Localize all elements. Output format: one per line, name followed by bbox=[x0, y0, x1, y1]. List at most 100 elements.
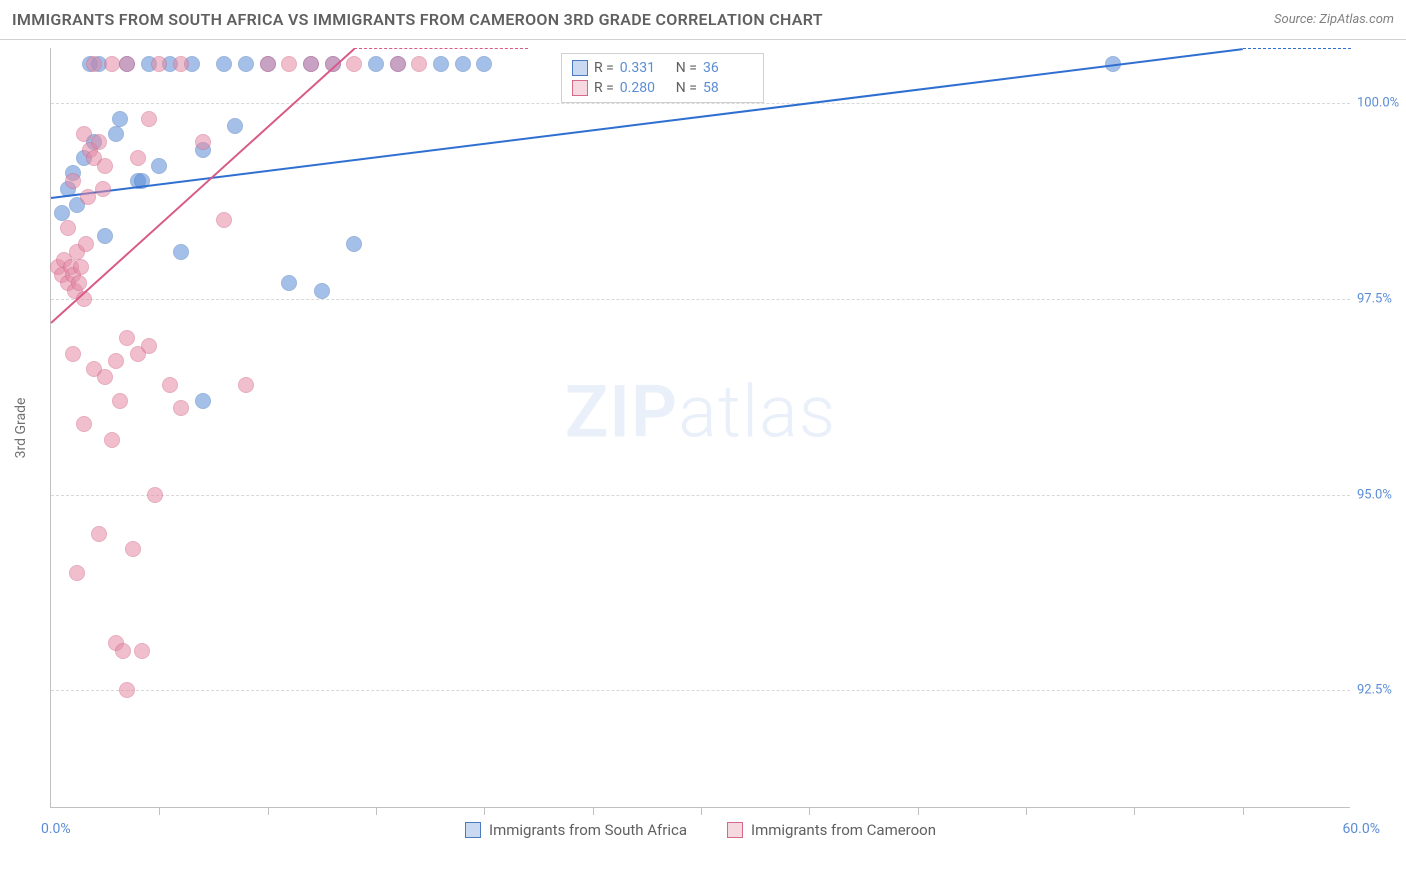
scatter-point-cameroon bbox=[238, 377, 254, 393]
scatter-point-cameroon bbox=[60, 220, 76, 236]
chart-source: Source: ZipAtlas.com bbox=[1274, 12, 1394, 27]
scatter-point-cameroon bbox=[104, 432, 120, 448]
scatter-point-cameroon bbox=[119, 56, 135, 72]
scatter-point-south_africa bbox=[151, 158, 167, 174]
watermark-suffix: atlas bbox=[678, 370, 836, 455]
x-tick bbox=[809, 807, 810, 815]
scatter-point-south_africa bbox=[227, 118, 243, 134]
gridline-h bbox=[51, 299, 1350, 300]
scatter-point-cameroon bbox=[112, 393, 128, 409]
scatter-point-cameroon bbox=[346, 56, 362, 72]
scatter-point-south_africa bbox=[216, 56, 232, 72]
scatter-point-cameroon bbox=[147, 487, 163, 503]
n-label: N = bbox=[676, 60, 697, 76]
scatter-point-cameroon bbox=[162, 377, 178, 393]
gridline-h bbox=[51, 690, 1350, 691]
r-label: R = bbox=[594, 60, 614, 76]
r-value-cameroon: 0.280 bbox=[620, 80, 670, 96]
scatter-point-cameroon bbox=[65, 346, 81, 362]
trend-dash-cameroon bbox=[354, 48, 527, 49]
scatter-point-cameroon bbox=[108, 353, 124, 369]
scatter-point-cameroon bbox=[97, 369, 113, 385]
scatter-point-south_africa bbox=[368, 56, 384, 72]
y-axis-label: 3rd Grade bbox=[13, 397, 29, 458]
n-label: N = bbox=[676, 80, 697, 96]
x-tick bbox=[701, 807, 702, 815]
scatter-point-south_africa bbox=[173, 244, 189, 260]
legend-label-south-africa: Immigrants from South Africa bbox=[489, 821, 687, 839]
y-tick-label: 100.0% bbox=[1357, 95, 1406, 110]
scatter-point-cameroon bbox=[390, 56, 406, 72]
legend-swatch-cameroon bbox=[572, 80, 588, 96]
gridline-h bbox=[51, 495, 1350, 496]
scatter-point-south_africa bbox=[314, 283, 330, 299]
scatter-point-south_africa bbox=[433, 56, 449, 72]
scatter-point-cameroon bbox=[119, 682, 135, 698]
scatter-point-cameroon bbox=[104, 56, 120, 72]
scatter-point-south_africa bbox=[97, 228, 113, 244]
gridline-h bbox=[51, 103, 1350, 104]
legend-item-south-africa: Immigrants from South Africa bbox=[465, 821, 687, 839]
scatter-point-cameroon bbox=[86, 56, 102, 72]
legend-swatch-cameroon bbox=[727, 822, 743, 838]
scatter-point-cameroon bbox=[141, 338, 157, 354]
scatter-point-cameroon bbox=[76, 126, 92, 142]
watermark-prefix: ZIP bbox=[565, 370, 678, 455]
scatter-point-cameroon bbox=[76, 416, 92, 432]
x-tick bbox=[918, 807, 919, 815]
x-tick bbox=[593, 807, 594, 815]
scatter-point-south_africa bbox=[195, 393, 211, 409]
plot-area: 3rd Grade 0.0% 60.0% ZIPatlas R = 0.331 … bbox=[50, 48, 1350, 808]
scatter-point-south_africa bbox=[281, 275, 297, 291]
scatter-point-cameroon bbox=[69, 565, 85, 581]
watermark: ZIPatlas bbox=[565, 370, 837, 455]
scatter-point-cameroon bbox=[411, 56, 427, 72]
x-tick bbox=[1026, 807, 1027, 815]
x-tick bbox=[1243, 807, 1244, 815]
legend-label-cameroon: Immigrants from Cameroon bbox=[751, 821, 936, 839]
scatter-point-cameroon bbox=[65, 173, 81, 189]
scatter-point-cameroon bbox=[173, 56, 189, 72]
scatter-point-cameroon bbox=[80, 189, 96, 205]
scatter-point-cameroon bbox=[173, 400, 189, 416]
scatter-point-cameroon bbox=[95, 181, 111, 197]
n-value-south-africa: 36 bbox=[703, 60, 753, 76]
legend-swatch-south-africa bbox=[572, 60, 588, 76]
scatter-point-cameroon bbox=[260, 56, 276, 72]
correlation-legend: R = 0.331 N = 36 R = 0.280 N = 58 bbox=[561, 53, 764, 103]
legend-item-cameroon: Immigrants from Cameroon bbox=[727, 821, 936, 839]
x-tick bbox=[159, 807, 160, 815]
x-tick bbox=[484, 807, 485, 815]
scatter-point-south_africa bbox=[238, 56, 254, 72]
legend-swatch-south-africa bbox=[465, 822, 481, 838]
scatter-point-south_africa bbox=[455, 56, 471, 72]
scatter-point-cameroon bbox=[78, 236, 94, 252]
scatter-point-cameroon bbox=[216, 212, 232, 228]
legend-row-south-africa: R = 0.331 N = 36 bbox=[572, 58, 753, 78]
series-legend: Immigrants from South Africa Immigrants … bbox=[51, 821, 1350, 839]
x-tick bbox=[376, 807, 377, 815]
chart-title: IMMIGRANTS FROM SOUTH AFRICA VS IMMIGRAN… bbox=[12, 10, 823, 29]
scatter-point-south_africa bbox=[346, 236, 362, 252]
scatter-point-south_africa bbox=[108, 126, 124, 142]
scatter-point-cameroon bbox=[151, 56, 167, 72]
scatter-point-cameroon bbox=[125, 541, 141, 557]
n-value-cameroon: 58 bbox=[703, 80, 753, 96]
scatter-point-south_africa bbox=[476, 56, 492, 72]
y-tick-label: 97.5% bbox=[1357, 291, 1406, 306]
scatter-point-cameroon bbox=[97, 158, 113, 174]
scatter-point-south_africa bbox=[54, 205, 70, 221]
scatter-point-cameroon bbox=[195, 134, 211, 150]
scatter-point-cameroon bbox=[91, 134, 107, 150]
chart-header: IMMIGRANTS FROM SOUTH AFRICA VS IMMIGRAN… bbox=[0, 0, 1406, 40]
scatter-point-cameroon bbox=[130, 150, 146, 166]
scatter-point-south_africa bbox=[112, 111, 128, 127]
x-tick bbox=[268, 807, 269, 815]
y-tick-label: 95.0% bbox=[1357, 487, 1406, 502]
r-label: R = bbox=[594, 80, 614, 96]
r-value-south-africa: 0.331 bbox=[620, 60, 670, 76]
scatter-point-cameroon bbox=[303, 56, 319, 72]
scatter-point-cameroon bbox=[91, 526, 107, 542]
scatter-point-cameroon bbox=[119, 330, 135, 346]
legend-row-cameroon: R = 0.280 N = 58 bbox=[572, 78, 753, 98]
